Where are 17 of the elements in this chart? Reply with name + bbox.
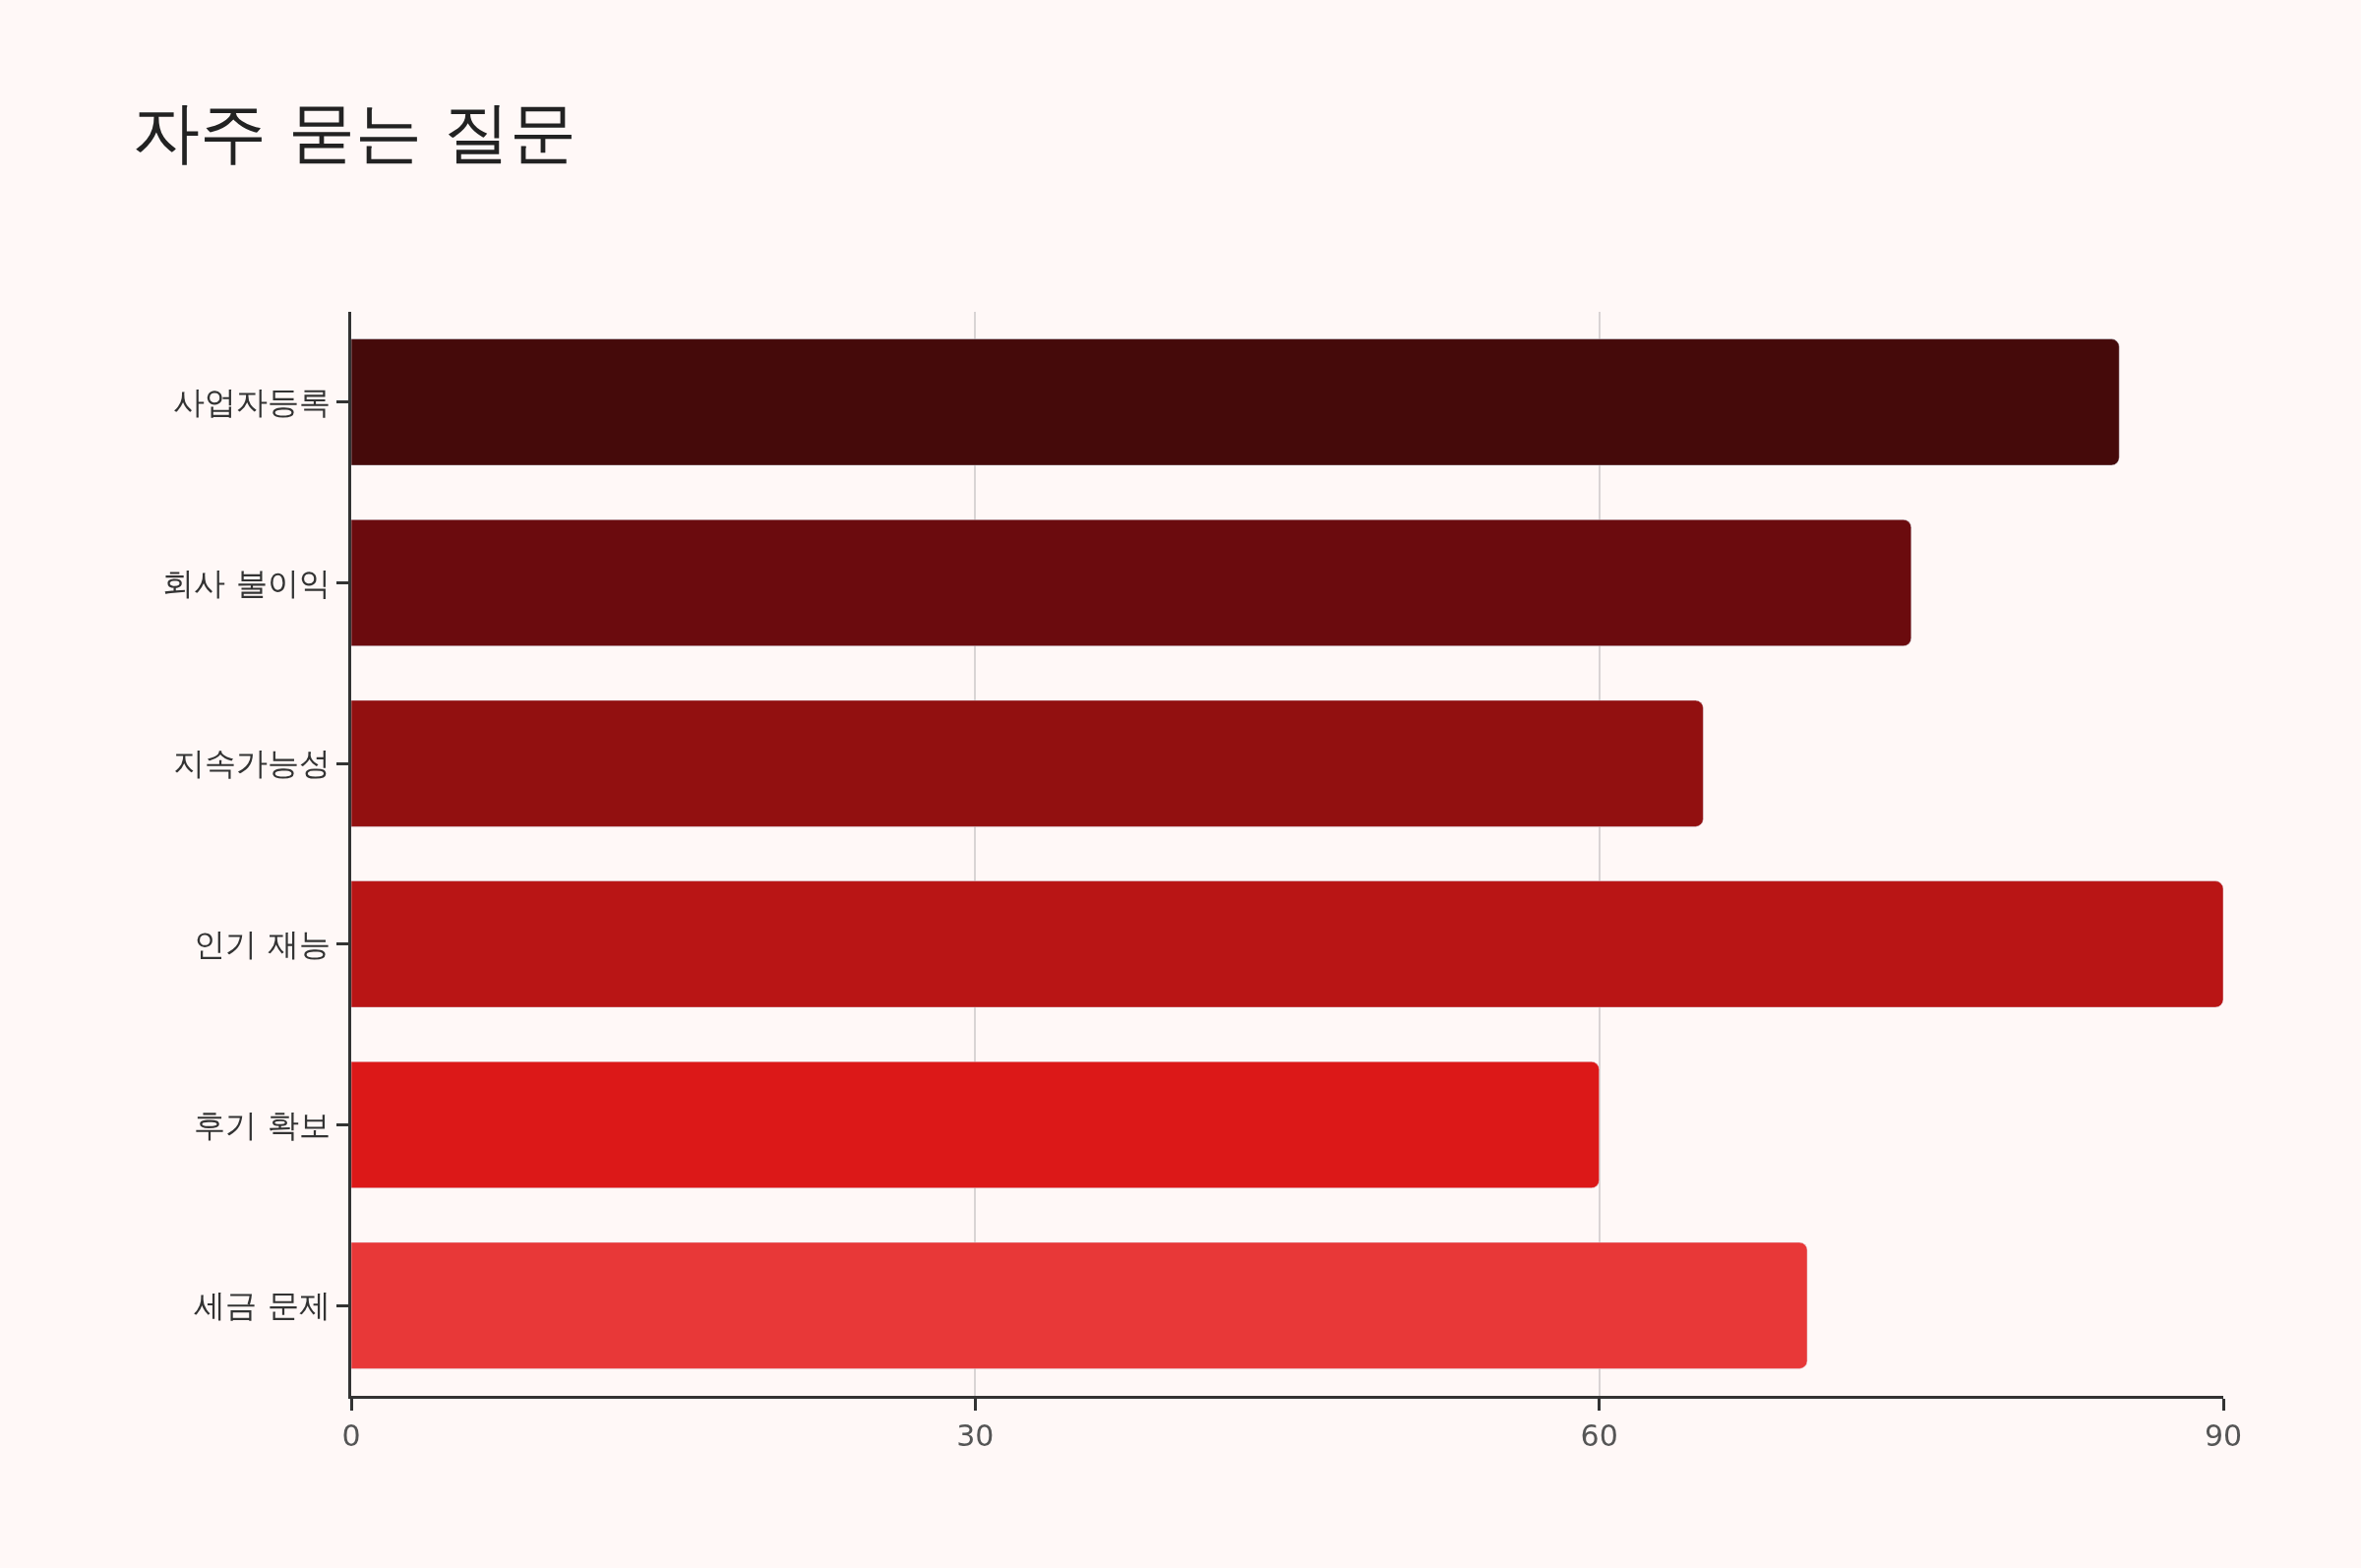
y-tick-label: 인기 재능 [194, 926, 331, 964]
chart-title: 자주 묻는 질문 [133, 92, 577, 171]
bar [351, 1241, 1808, 1369]
y-tick-label: 회사 불이익 [162, 564, 331, 602]
y-tick-label: 후기 확보 [194, 1106, 331, 1144]
bar [351, 338, 2120, 466]
bar [351, 880, 2223, 1008]
x-tick-label: 60 [1580, 1418, 1618, 1453]
y-tick-label: 세금 문제 [194, 1287, 331, 1325]
y-tick-label: 지속가능성 [172, 745, 331, 783]
x-tick-label: 0 [341, 1418, 361, 1453]
bar [351, 518, 1912, 647]
x-tick-label: 90 [2204, 1418, 2243, 1453]
y-tick-label: 사업자등록 [172, 384, 331, 422]
x-tick-label: 30 [956, 1418, 995, 1453]
bar [351, 1060, 1600, 1189]
bar [351, 699, 1704, 827]
